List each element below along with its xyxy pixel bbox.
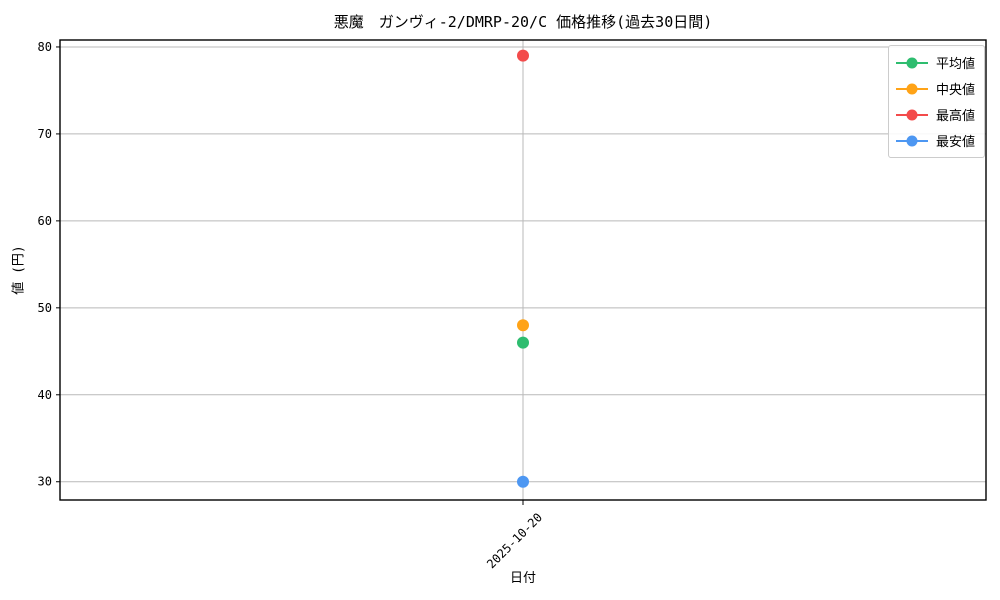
marker-中央値 [517,319,529,332]
legend-dot-icon [906,83,918,94]
legend-line-marker-icon [896,83,928,94]
legend-line-marker-icon [896,109,928,120]
marker-最安値 [517,475,529,488]
legend-dot-icon [906,135,918,146]
legend-dot-icon [906,109,918,120]
marker-最高値 [517,49,529,62]
y-tick-label: 60 [38,214,52,228]
legend-item-最高値: 最高値 [896,105,975,124]
legend: 平均値中央値最高値最安値 [888,45,986,158]
chart-title: 悪魔 ガンヴィ-2/DMRP-20/C 価格推移(過去30日間) [333,13,713,31]
y-tick-label: 70 [38,127,52,141]
y-tick-label: 30 [38,475,52,489]
legend-line-marker-icon [896,135,928,146]
legend-item-中央値: 中央値 [896,79,975,98]
y-tick-label: 80 [38,40,52,54]
y-tick-label: 40 [38,388,52,402]
y-axis-label: 値 (円) [11,245,27,295]
marker-平均値 [517,336,529,349]
y-tick-label: 50 [38,301,52,315]
legend-item-最安値: 最安値 [896,131,975,150]
legend-line-marker-icon [896,57,928,68]
legend-label: 平均値 [936,57,976,72]
x-axis-label: 日付 [509,571,536,586]
legend-label: 中央値 [936,83,976,98]
legend-item-平均値: 平均値 [896,53,975,72]
legend-label: 最高値 [936,109,976,124]
x-tick-label: 2025-10-20 [484,510,545,571]
legend-label: 最安値 [936,135,976,150]
legend-dot-icon [906,57,918,68]
plot-border [59,39,987,501]
